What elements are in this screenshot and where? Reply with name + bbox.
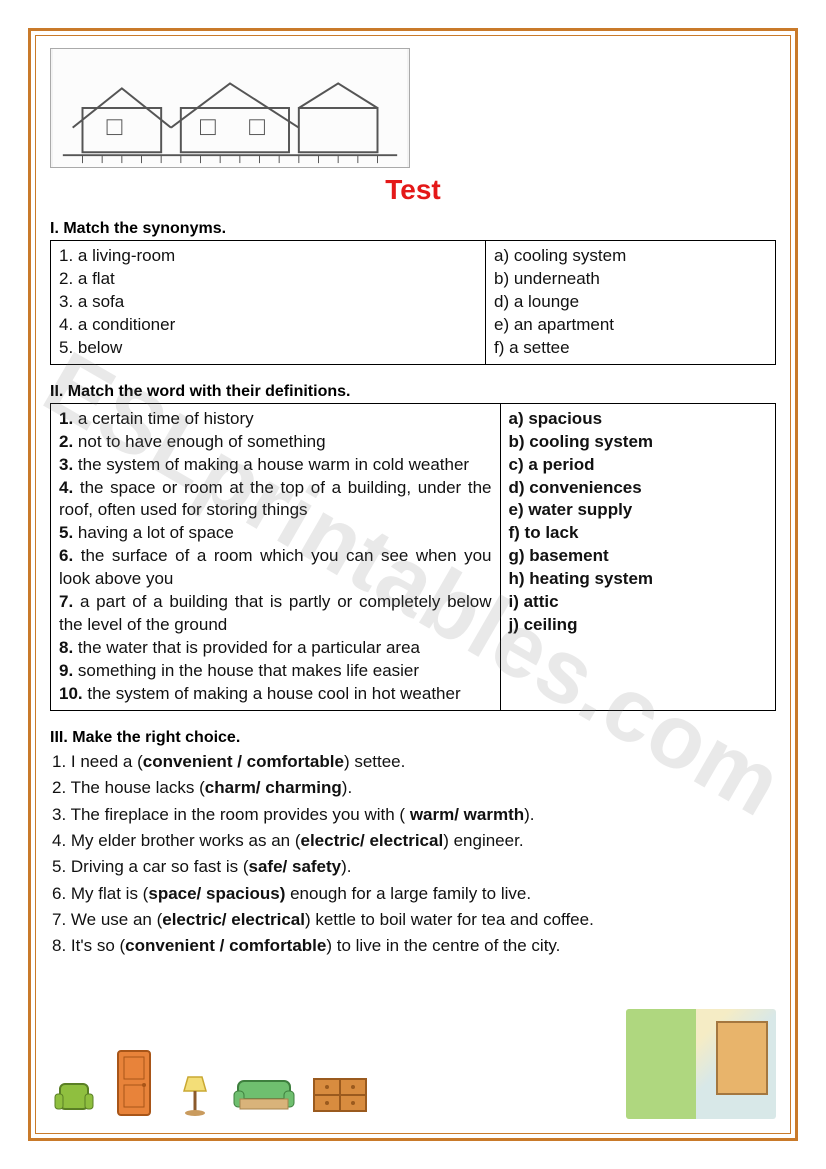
definitions-table: 1. a certain time of history2. not to ha…	[50, 403, 776, 711]
choice-item: 5. Driving a car so fast is (safe/ safet…	[52, 854, 776, 880]
choice-item: 6. My flat is (space/ spacious) enough f…	[52, 881, 776, 907]
definitions-right: a) spaciousb) cooling systemc) a periodd…	[500, 403, 776, 710]
synonyms-left: 1. a living-room2. a flat3. a sofa4. a c…	[51, 241, 486, 365]
section3-heading: III. Make the right choice.	[50, 729, 776, 747]
section2-heading: II. Match the word with their definition…	[50, 383, 776, 401]
section3-txt: Make the right choice.	[72, 729, 240, 746]
choice-item: 7. We use an (electric/ electrical) kett…	[52, 907, 776, 933]
section1-txt: Match the synonyms.	[63, 220, 226, 237]
armchair-icon	[50, 1069, 100, 1119]
choice-item: 1. I need a (convenient / comfortable) s…	[52, 749, 776, 775]
furniture-icons	[50, 1049, 372, 1119]
house-illustration	[50, 48, 410, 168]
sofa-icon	[230, 1069, 300, 1119]
outer-frame: ESLprintables.com	[28, 28, 798, 1141]
section1-num: I.	[50, 220, 59, 237]
synonyms-table: 1. a living-room2. a flat3. a sofa4. a c…	[50, 240, 776, 365]
inner-frame: ESLprintables.com	[35, 35, 791, 1134]
choice-item: 3. The fireplace in the room provides yo…	[52, 802, 776, 828]
definitions-left: 1. a certain time of history2. not to ha…	[51, 403, 501, 710]
section3-num: III.	[50, 729, 68, 746]
section1-heading: I. Match the synonyms.	[50, 220, 776, 238]
section2-num: II.	[50, 383, 63, 400]
lamp-icon	[170, 1069, 220, 1119]
dresser-icon	[310, 1069, 372, 1119]
choice-list: 1. I need a (convenient / comfortable) s…	[50, 749, 776, 960]
choice-item: 2. The house lacks (charm/ charming).	[52, 775, 776, 801]
choice-item: 8. It's so (convenient / comfortable) to…	[52, 933, 776, 959]
choice-item: 4. My elder brother works as an (electri…	[52, 828, 776, 854]
room-photo	[626, 1009, 776, 1119]
page-title: Test	[50, 174, 776, 206]
footer-images	[50, 1009, 776, 1119]
synonyms-right: a) cooling systemb) underneathd) a loung…	[486, 241, 776, 365]
section2-txt: Match the word with their definitions.	[68, 383, 351, 400]
door-icon	[110, 1049, 160, 1119]
